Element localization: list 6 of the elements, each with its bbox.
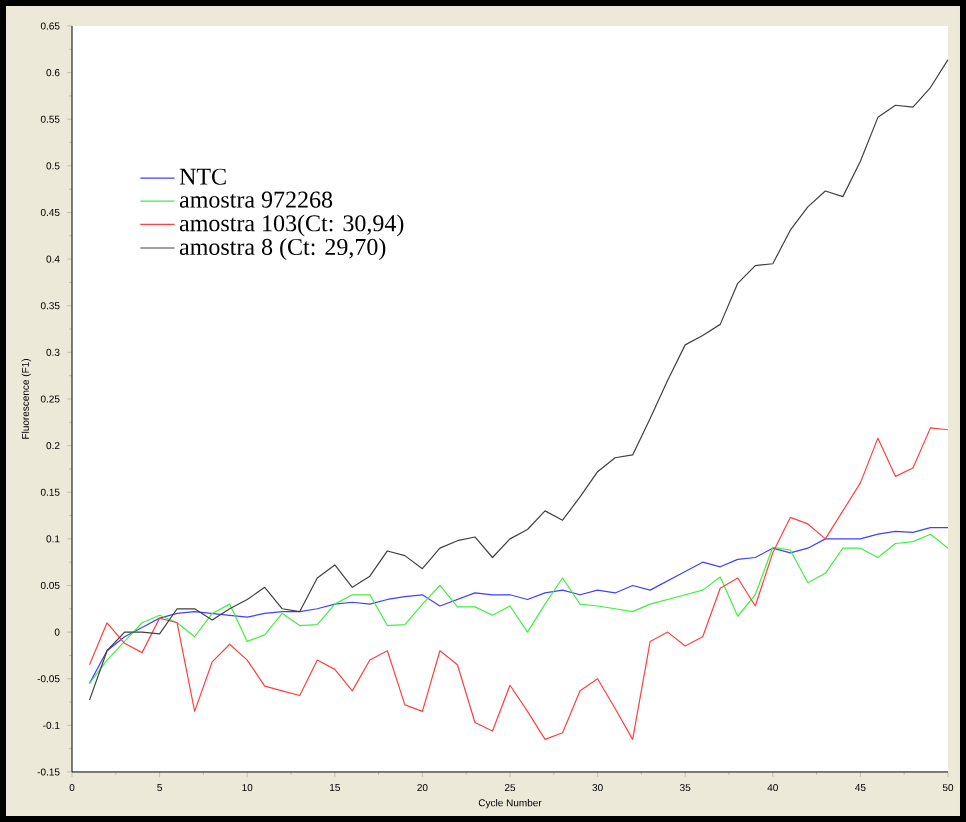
- legend-label: amostra 972268: [179, 191, 333, 208]
- legend-label: amostra 8 (Ct: 29,70): [179, 238, 386, 260]
- legend-label: NTC: [179, 168, 226, 185]
- line-series: [88, 58, 948, 701]
- line-series: [88, 427, 948, 740]
- legend-label: amostra 103(Ct: 30,94): [179, 214, 404, 237]
